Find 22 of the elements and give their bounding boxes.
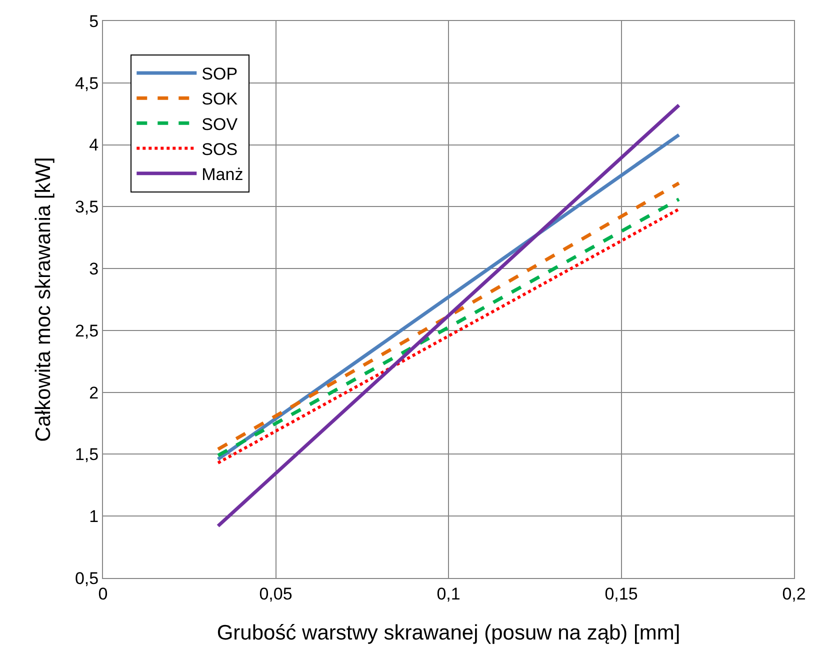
y-tick-label: 0,5: [74, 568, 99, 588]
x-tick-label: 0,05: [259, 584, 292, 604]
y-axis-title: Całkowita moc skrawania [kW]: [32, 157, 56, 442]
y-tick-label: 2: [89, 383, 99, 402]
y-tick-label: 2,5: [74, 321, 99, 340]
x-tick-label: 0: [98, 584, 108, 604]
x-tick-label: 0,1: [436, 584, 460, 604]
y-tick-label: 4,5: [74, 74, 99, 93]
y-tick-label: 1: [89, 507, 99, 526]
legend-label: SOV: [202, 114, 238, 134]
y-tick-label: 3: [89, 260, 99, 279]
y-tick-label: 3,5: [74, 198, 99, 217]
legend-label: SOP: [202, 64, 238, 84]
legend-label: SOS: [202, 140, 238, 159]
y-tick-label: 5: [89, 12, 99, 31]
legend-label: SOK: [202, 90, 238, 109]
x-tick-label: 0,15: [604, 584, 638, 604]
x-tick-label: 0,2: [782, 584, 806, 604]
legend-label: Manż: [202, 165, 244, 184]
x-axis-title: Grubość warstwy skrawanej (posuw na ząb) [mm]: [216, 622, 680, 645]
y-tick-label: 1,5: [74, 445, 99, 464]
y-tick-label: 4: [89, 136, 99, 155]
